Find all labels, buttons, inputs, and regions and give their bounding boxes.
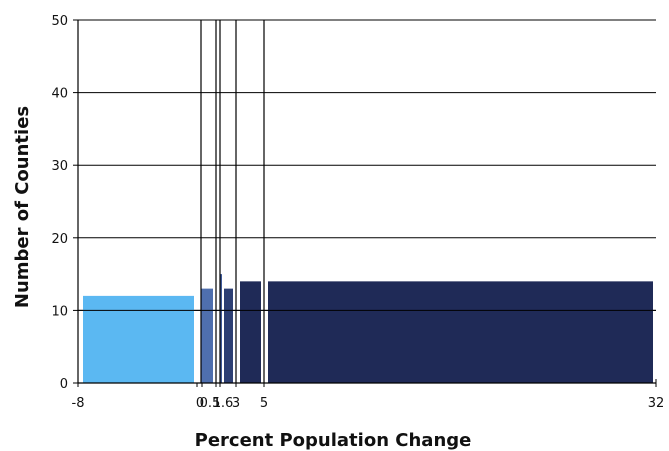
bar-1-to-1.6 bbox=[220, 274, 222, 383]
class-break-lines bbox=[78, 20, 656, 383]
bar-0-to-1 bbox=[201, 288, 213, 383]
bar--8-to-0 bbox=[83, 295, 194, 383]
x-axis-title: Percent Population Change bbox=[195, 430, 472, 451]
x-tick-label-0.5: 0.5 bbox=[200, 396, 221, 411]
y-tick-label-10: 10 bbox=[51, 304, 68, 319]
x-tick-label--8: -8 bbox=[72, 396, 85, 411]
x-tick-label-5: 5 bbox=[260, 396, 268, 411]
x-tick-label-1.6: 1.6 bbox=[213, 396, 234, 411]
y-tick-label-0: 0 bbox=[60, 377, 68, 392]
x-tick-label-1: 1 bbox=[213, 396, 221, 411]
y-tick-label-40: 40 bbox=[51, 87, 68, 102]
x-tick-label-3: 3 bbox=[232, 396, 240, 411]
x-tick-label-32: 32 bbox=[648, 396, 665, 411]
bar-5-to-32 bbox=[268, 281, 653, 383]
x-tick-label-0: 0 bbox=[196, 396, 204, 411]
y-tick-label-50: 50 bbox=[51, 14, 68, 29]
axes bbox=[73, 19, 657, 387]
y-tick-label-20: 20 bbox=[51, 232, 68, 247]
bars bbox=[83, 274, 653, 383]
bar-3-to-5 bbox=[240, 281, 261, 383]
bar-1.6-to-3 bbox=[224, 288, 233, 383]
y-axis-title: Number of Counties bbox=[12, 106, 33, 308]
y-tick-label-30: 30 bbox=[51, 159, 68, 174]
gridlines bbox=[78, 19, 656, 311]
